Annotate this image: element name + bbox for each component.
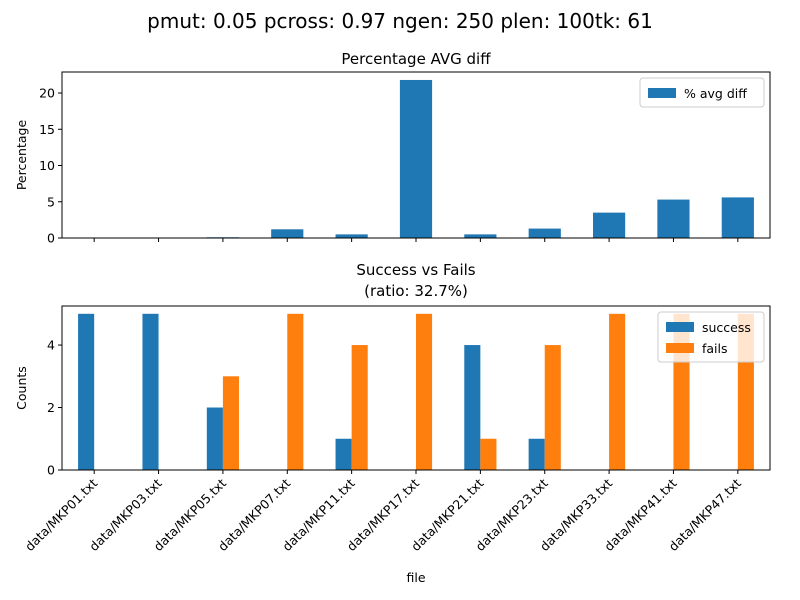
bar-success-data-mkp23-txt bbox=[528, 438, 545, 470]
bar-fails-data-mkp05-txt bbox=[222, 376, 239, 470]
bar-success-data-mkp05-txt bbox=[206, 407, 223, 470]
legend-swatch-fails bbox=[666, 343, 694, 353]
legend-label-fails: fails bbox=[702, 341, 728, 356]
bar-avg-diff-data-mkp17-txt bbox=[399, 79, 433, 238]
legend-frame bbox=[639, 77, 765, 108]
chart-title: Success vs Fails bbox=[356, 261, 475, 279]
legend-swatch-success bbox=[666, 322, 694, 332]
legend-swatch-avg-diff bbox=[648, 88, 676, 98]
bar-avg-diff-data-mkp41-txt bbox=[657, 199, 690, 238]
legend: % avg diff bbox=[639, 77, 765, 108]
figure-suptitle: pmut: 0.05 pcross: 0.97 ngen: 250 plen: … bbox=[147, 9, 653, 33]
y-tick-label: 10 bbox=[39, 158, 55, 173]
bar-avg-diff-data-mkp47-txt bbox=[721, 197, 754, 238]
bar-fails-data-mkp33-txt bbox=[609, 313, 626, 470]
y-tick-label: 2 bbox=[47, 400, 55, 415]
legend-label-avg-diff: % avg diff bbox=[684, 86, 747, 101]
bar-avg-diff-data-mkp07-txt bbox=[271, 229, 304, 238]
x-axis-label: file bbox=[406, 570, 425, 585]
legend-label-success: success bbox=[702, 320, 751, 335]
bar-fails-data-mkp17-txt bbox=[416, 313, 433, 470]
bar-fails-data-mkp21-txt bbox=[480, 438, 497, 470]
bar-fails-data-mkp07-txt bbox=[287, 313, 304, 470]
bar-fails-data-mkp23-txt bbox=[544, 345, 561, 470]
y-tick-label: 5 bbox=[47, 194, 55, 209]
bar-fails-data-mkp11-txt bbox=[351, 345, 368, 470]
chart-success-vs-fails: Success vs Fails(ratio: 32.7%)024data/MK… bbox=[14, 261, 771, 585]
bar-success-data-mkp11-txt bbox=[335, 438, 352, 470]
bar-avg-diff-data-mkp33-txt bbox=[593, 212, 626, 238]
bar-success-data-mkp01-txt bbox=[78, 313, 95, 470]
y-tick-label: 20 bbox=[39, 86, 55, 101]
y-axis-label: Percentage bbox=[14, 120, 29, 191]
y-axis-label: Counts bbox=[14, 366, 29, 410]
bar-avg-diff-data-mkp21-txt bbox=[464, 234, 497, 238]
bar-avg-diff-data-mkp23-txt bbox=[528, 228, 561, 238]
y-tick-label: 0 bbox=[47, 463, 55, 478]
legend: success fails bbox=[657, 311, 765, 363]
y-tick-label: 4 bbox=[47, 338, 55, 353]
bar-avg-diff-data-mkp11-txt bbox=[335, 234, 368, 238]
bar-success-data-mkp03-txt bbox=[142, 313, 159, 470]
chart-subtitle: (ratio: 32.7%) bbox=[364, 282, 468, 300]
bar-success-data-mkp21-txt bbox=[464, 345, 481, 470]
chart-title: Percentage AVG diff bbox=[341, 50, 491, 68]
chart-percentage-avg-diff: Percentage AVG diff 0 5 10 15 20 Percentage % a… bbox=[14, 50, 771, 246]
y-tick-label: 0 bbox=[47, 231, 55, 246]
y-tick-label: 15 bbox=[39, 122, 55, 137]
